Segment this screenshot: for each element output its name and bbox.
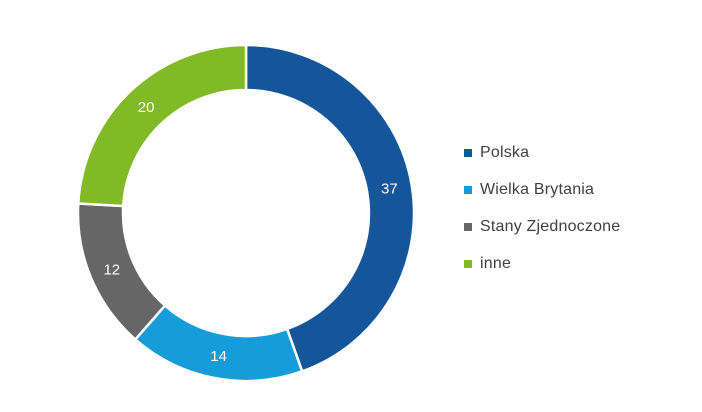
legend: Polska Wielka Brytania Stany Zjednoczone… [464, 143, 620, 274]
legend-item-wielka-brytania: Wielka Brytania [464, 180, 620, 200]
legend-label-inne: inne [480, 255, 512, 272]
legend-item-stany-zjednoczone: Stany Zjednoczone [464, 217, 620, 237]
data-label-polska: 37 [381, 180, 398, 197]
legend-marker-inne-icon [464, 260, 472, 268]
legend-marker-polska-icon [464, 149, 472, 157]
legend-item-polska: Polska [464, 143, 620, 163]
legend-label-stany-zjednoczone: Stany Zjednoczone [480, 218, 621, 235]
legend-marker-stany-zjednoczone-icon [464, 223, 472, 231]
donut-chart: 37 14 12 20 [76, 43, 416, 383]
legend-label-polska: Polska [480, 144, 530, 161]
donut-segment-wielka-brytania [133, 303, 304, 383]
donut-segment-polska [244, 43, 416, 373]
data-label-stany-zjednoczone: 12 [103, 261, 120, 278]
data-label-inne: 20 [138, 99, 155, 116]
donut-segment-stany-zjednoczone [76, 202, 167, 342]
donut-segment-inne [76, 43, 248, 208]
legend-label-wielka-brytania: Wielka Brytania [480, 181, 595, 198]
legend-item-inne: inne [464, 254, 620, 274]
data-label-wielka-brytania: 14 [210, 348, 227, 365]
legend-marker-wielka-brytania-icon [464, 186, 472, 194]
